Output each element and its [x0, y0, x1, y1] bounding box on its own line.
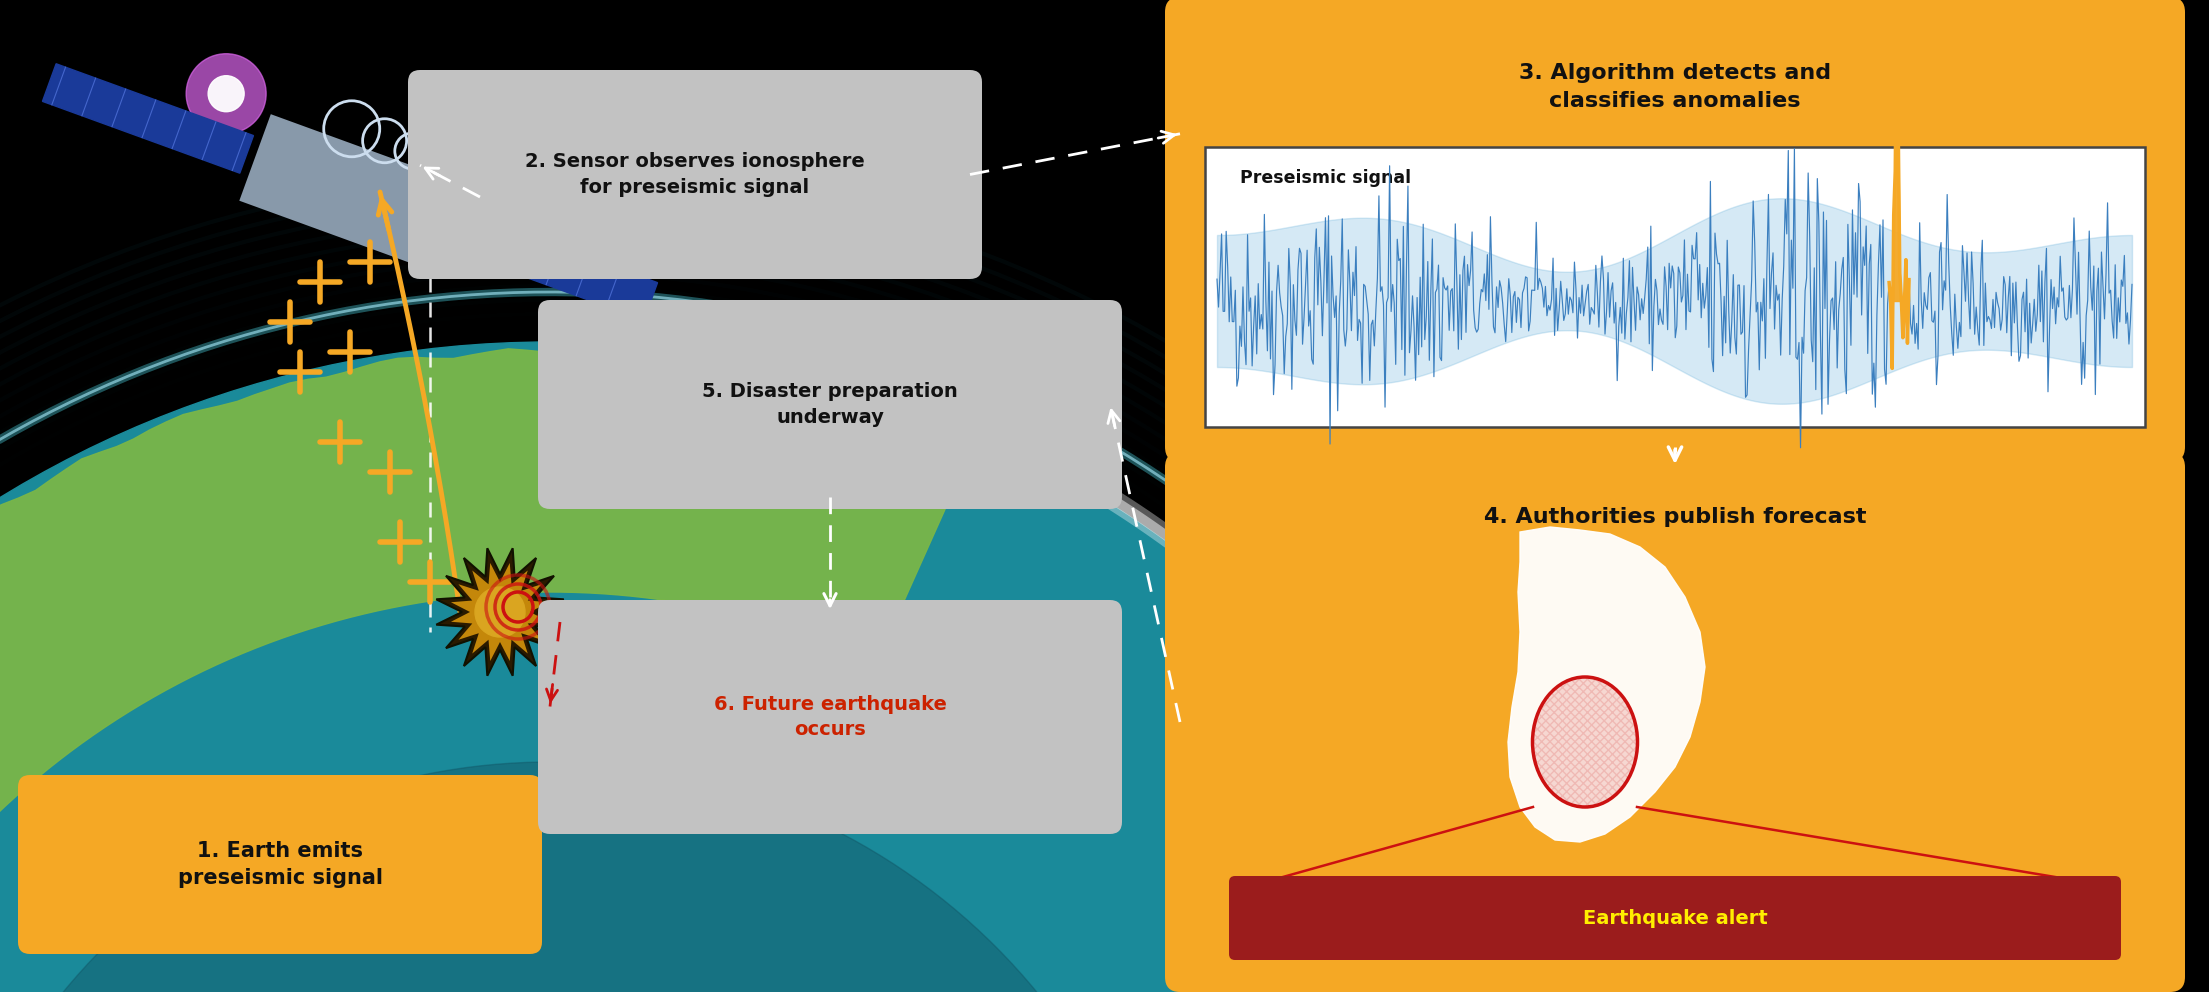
Ellipse shape [1533, 677, 1637, 807]
Polygon shape [435, 549, 563, 676]
Text: Earthquake alert: Earthquake alert [1582, 909, 1767, 928]
Text: 4. Authorities publish forecast: 4. Authorities publish forecast [1484, 507, 1867, 527]
Text: 3. Algorithm detects and
classifies anomalies: 3. Algorithm detects and classifies anom… [1520, 63, 1831, 110]
Text: 2. Sensor observes ionosphere
for preseismic signal: 2. Sensor observes ionosphere for presei… [526, 152, 866, 196]
Polygon shape [241, 115, 459, 269]
Polygon shape [42, 63, 254, 174]
FancyBboxPatch shape [1164, 0, 2185, 462]
Circle shape [0, 342, 1599, 992]
FancyBboxPatch shape [539, 600, 1122, 834]
Polygon shape [451, 563, 550, 661]
FancyBboxPatch shape [1204, 147, 2145, 427]
FancyBboxPatch shape [1228, 876, 2121, 960]
FancyBboxPatch shape [539, 300, 1122, 509]
FancyBboxPatch shape [18, 775, 541, 954]
FancyBboxPatch shape [409, 70, 983, 279]
Text: 1. Earth emits
preseismic signal: 1. Earth emits preseismic signal [177, 841, 382, 888]
Circle shape [0, 762, 1180, 992]
Polygon shape [0, 349, 974, 945]
Text: 6. Future earthquake
occurs: 6. Future earthquake occurs [714, 694, 945, 739]
Text: Preseismic signal: Preseismic signal [1239, 169, 1412, 187]
Circle shape [208, 75, 245, 112]
FancyBboxPatch shape [1164, 452, 2185, 992]
Circle shape [186, 54, 265, 134]
Polygon shape [446, 211, 658, 320]
Polygon shape [1509, 527, 1705, 842]
Text: 5. Disaster preparation
underway: 5. Disaster preparation underway [702, 382, 959, 427]
Circle shape [475, 587, 526, 637]
